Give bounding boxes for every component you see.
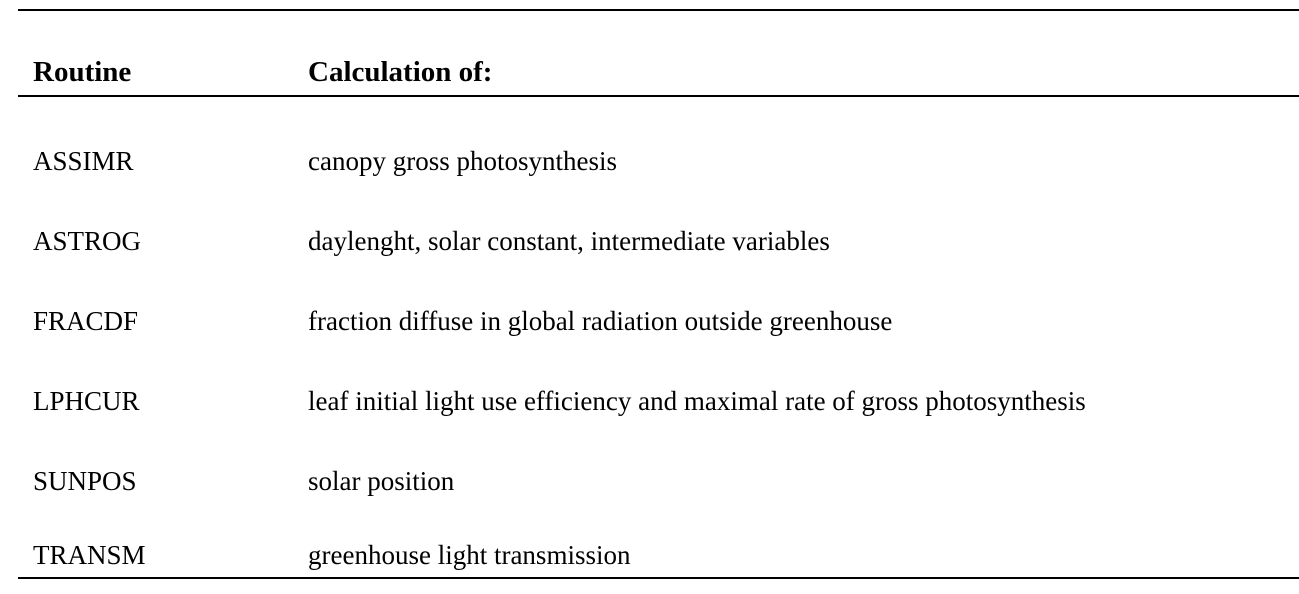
table-row-routine: TRANSM [33,540,146,570]
table-row-calculation: canopy gross photosynthesis [308,146,617,176]
table-row-routine: FRACDF [33,306,139,336]
table-row-routine: ASTROG [33,226,142,256]
table-row-calculation: greenhouse light transmission [308,540,631,570]
table-top-rule [18,9,1299,11]
table-row-calculation: leaf initial light use efficiency and ma… [308,386,1086,416]
table-row-calculation: daylenght, solar constant, intermediate … [308,226,830,256]
table-row-routine: ASSIMR [33,146,134,176]
table-row-routine: LPHCUR [33,386,140,416]
table-row-calculation: fraction diffuse in global radiation out… [308,306,893,336]
table-bottom-rule [18,577,1299,579]
table-row-calculation: solar position [308,466,455,496]
table-row-routine: SUNPOS [33,466,137,496]
header-routine: Routine [33,56,132,88]
table-header-rule [18,95,1299,97]
header-calculation: Calculation of: [308,56,493,88]
